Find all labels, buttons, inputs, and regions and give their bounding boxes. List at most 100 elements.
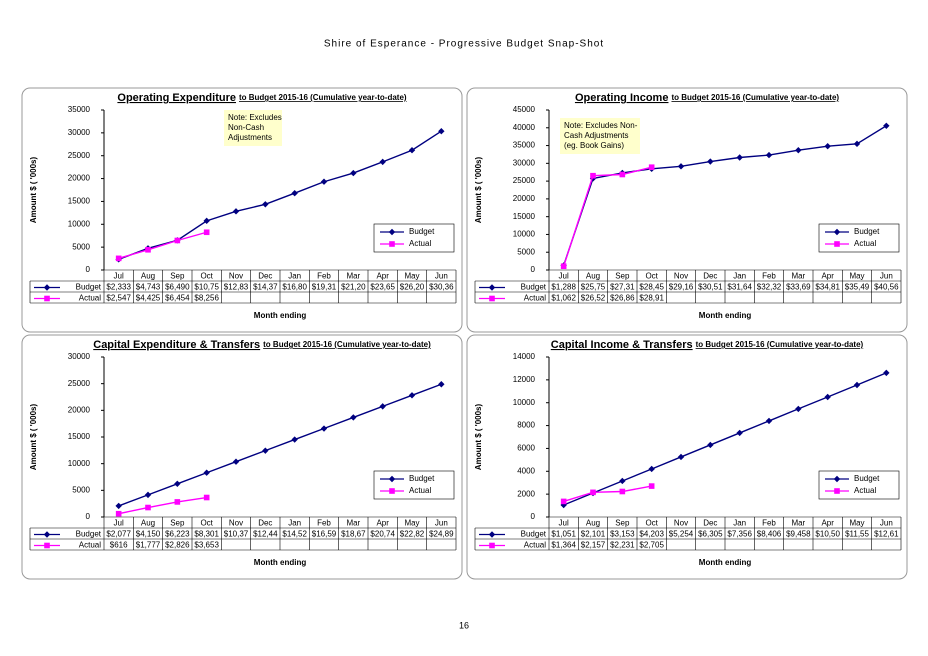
y-tick-label: 25000 — [513, 176, 536, 185]
data-point — [590, 172, 596, 179]
x-tick-label: Feb — [317, 519, 331, 528]
table-legend-marker — [489, 295, 495, 302]
series-line — [563, 166, 652, 267]
data-point — [707, 441, 714, 449]
page-number: 16 — [459, 620, 469, 630]
table-value: $10,50 — [815, 530, 840, 539]
x-tick-label: Jun — [435, 519, 448, 528]
data-point — [560, 263, 567, 270]
data-point — [145, 504, 151, 511]
data-point — [824, 143, 831, 150]
data-point — [232, 458, 240, 465]
legend-box — [373, 223, 455, 253]
table-value: $18,67 — [341, 530, 366, 539]
data-point — [677, 163, 685, 170]
x-tick-label: Jul — [114, 519, 124, 528]
x-tick-label: Dec — [258, 272, 272, 281]
table-value: $616 — [110, 541, 128, 550]
table-value: $2,826 — [165, 541, 190, 550]
x-axis-label: Month ending — [254, 558, 307, 567]
data-point — [765, 151, 773, 159]
y-tick-label: 10000 — [68, 219, 91, 228]
chart-title-main: Capital Income & Transfers — [551, 339, 693, 351]
table-value: $1,364 — [551, 541, 576, 550]
chart-title: Capital Expenditure & Transfers to Budget… — [93, 339, 431, 351]
y-axis-label: Amount $ ( '000s) — [474, 403, 483, 470]
x-tick-label: Apr — [376, 519, 389, 528]
x-tick-label: Aug — [141, 519, 155, 528]
table-value: $3,653 — [194, 541, 219, 550]
table-value: $1,062 — [551, 294, 576, 303]
table-value: $20,74 — [370, 530, 395, 539]
legend-label: Budget — [854, 474, 880, 483]
y-tick-label: 0 — [531, 265, 536, 274]
legend-label: Actual — [854, 239, 876, 248]
y-tick-label: 12000 — [513, 375, 536, 384]
y-tick-label: 0 — [531, 512, 536, 521]
data-point — [765, 417, 773, 425]
data-point — [736, 154, 743, 161]
y-axis-label: Amount $ ( '000s) — [29, 403, 38, 470]
y-tick-label: 20000 — [68, 174, 91, 183]
table-value: $4,203 — [639, 530, 664, 539]
table-value: $34,81 — [815, 283, 840, 292]
y-tick-label: 6000 — [517, 444, 535, 453]
table-value: $33,69 — [786, 283, 811, 292]
data-point — [115, 510, 122, 517]
chart-title: Operating Expenditure to Budget 2015-16 (… — [117, 92, 407, 104]
x-tick-label: May — [404, 519, 419, 528]
table-series-name: Budget — [521, 530, 547, 539]
data-point — [320, 425, 328, 432]
table-legend-marker — [44, 542, 50, 549]
table-value: $2,077 — [106, 530, 131, 539]
table-value: $8,256 — [194, 294, 219, 303]
y-tick-label: 10000 — [513, 230, 536, 239]
series-line — [118, 496, 207, 515]
data-point — [350, 414, 357, 421]
table-value: $2,333 — [106, 283, 131, 292]
legend-marker — [834, 488, 840, 494]
data-point — [438, 128, 445, 135]
data-point — [262, 201, 269, 208]
data-point — [795, 405, 802, 413]
chart-title: Capital Income & Transfers to Budget 2015… — [551, 339, 864, 351]
x-tick-label: Dec — [703, 519, 717, 528]
table-value: $23,65 — [370, 283, 395, 292]
legend-box — [818, 223, 900, 253]
legend-marker — [389, 241, 395, 247]
table-value: $12,83 — [224, 283, 249, 292]
x-tick-label: Mar — [791, 272, 805, 281]
x-tick-label: May — [849, 519, 864, 528]
x-tick-label: Jan — [733, 272, 746, 281]
y-tick-label: 4000 — [517, 466, 535, 475]
y-tick-label: 45000 — [513, 105, 536, 114]
chart-title-main: Operating Expenditure — [117, 92, 236, 104]
legend-marker — [388, 228, 396, 236]
table-value: $7,356 — [727, 530, 752, 539]
y-tick-label: 14000 — [513, 352, 536, 361]
table-value: $2,547 — [106, 294, 131, 303]
x-tick-label: Jul — [114, 272, 124, 281]
note-box — [560, 118, 640, 154]
data-point — [438, 381, 445, 388]
x-tick-label: Nov — [674, 519, 688, 528]
y-tick-label: 5000 — [517, 247, 535, 256]
chart-subtitle: to Budget 2015-16 (Cumulative year-to-da… — [263, 340, 431, 349]
y-tick-label: 5000 — [72, 242, 90, 251]
x-tick-label: Sep — [170, 519, 185, 528]
legend-label: Actual — [409, 486, 431, 495]
table-value: $2,705 — [639, 541, 664, 550]
data-point — [379, 158, 386, 166]
x-tick-label: Apr — [376, 272, 389, 281]
series-line — [563, 125, 887, 266]
legend-box — [373, 470, 455, 500]
y-tick-label: 0 — [86, 265, 91, 274]
x-tick-label: Aug — [586, 272, 600, 281]
table-value: $9,458 — [786, 530, 811, 539]
x-axis-label: Month ending — [699, 311, 752, 320]
data-point — [883, 369, 890, 377]
table-value: $6,223 — [165, 530, 190, 539]
y-tick-label: 0 — [86, 512, 91, 521]
data-point — [203, 494, 210, 501]
